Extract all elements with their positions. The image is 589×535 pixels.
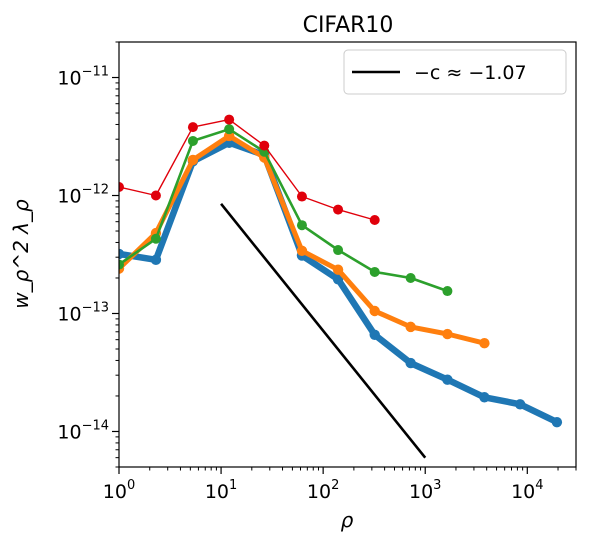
data-point (224, 114, 235, 125)
data-point (369, 305, 380, 317)
data-point (369, 266, 380, 277)
data-point (405, 357, 416, 369)
data-point (119, 248, 125, 260)
data-point (187, 154, 199, 166)
data-point (119, 182, 124, 193)
data-point (442, 374, 453, 385)
y-tick-label: 10−11 (57, 65, 109, 90)
data-point (333, 204, 344, 215)
legend: −c ≈ −1.07 (343, 49, 567, 95)
x-tick-label: 103 (409, 478, 441, 503)
data-point (479, 338, 490, 349)
plot-area (119, 114, 563, 459)
data-point (150, 190, 161, 201)
y-tick-label: 10−13 (57, 300, 109, 325)
data-point (296, 245, 308, 256)
series-2 (119, 130, 490, 349)
data-point (119, 259, 124, 270)
data-point (514, 399, 526, 410)
data-point (442, 328, 453, 340)
data-point (369, 329, 380, 340)
data-point (405, 321, 416, 333)
data-point (479, 392, 490, 403)
data-point (332, 274, 344, 285)
x-tick-label: 101 (205, 478, 237, 503)
chart-title: CIFAR10 (303, 13, 394, 38)
x-tick-label: 102 (307, 478, 339, 503)
data-point (333, 245, 344, 256)
y-axis-label-text: w_ρ^2 λ_ρ (9, 199, 33, 309)
series-line (119, 133, 487, 346)
x-tick-label: 104 (511, 478, 543, 503)
data-point (187, 135, 198, 146)
x-tick-label: 100 (103, 478, 135, 503)
legend-label: −c ≈ −1.07 (414, 62, 527, 84)
plot-frame (118, 41, 577, 468)
data-point (405, 272, 416, 283)
y-axis: 10−14 10−13 10−12 10−11 (57, 41, 119, 468)
reference-line (220, 203, 427, 459)
series-line (119, 127, 449, 293)
series-line (119, 118, 376, 221)
data-point (332, 264, 344, 275)
data-point (296, 191, 307, 202)
data-point (259, 140, 270, 151)
y-axis-label: w_ρ^2 λ_ρ (9, 199, 33, 309)
y-tick-label: 10−12 (57, 183, 109, 208)
legend-box (343, 49, 567, 95)
data-point (442, 286, 453, 297)
y-tick-label: 10−14 (57, 418, 109, 443)
data-point (369, 215, 380, 226)
x-axis: 100 101 102 103 104 (103, 467, 577, 503)
x-axis-label: ρ (341, 508, 354, 532)
series-4 (119, 114, 380, 226)
data-point (187, 122, 198, 133)
data-point (296, 220, 307, 231)
data-point (224, 124, 235, 135)
data-point (551, 416, 563, 428)
data-point (150, 233, 161, 244)
data-point (150, 254, 162, 266)
